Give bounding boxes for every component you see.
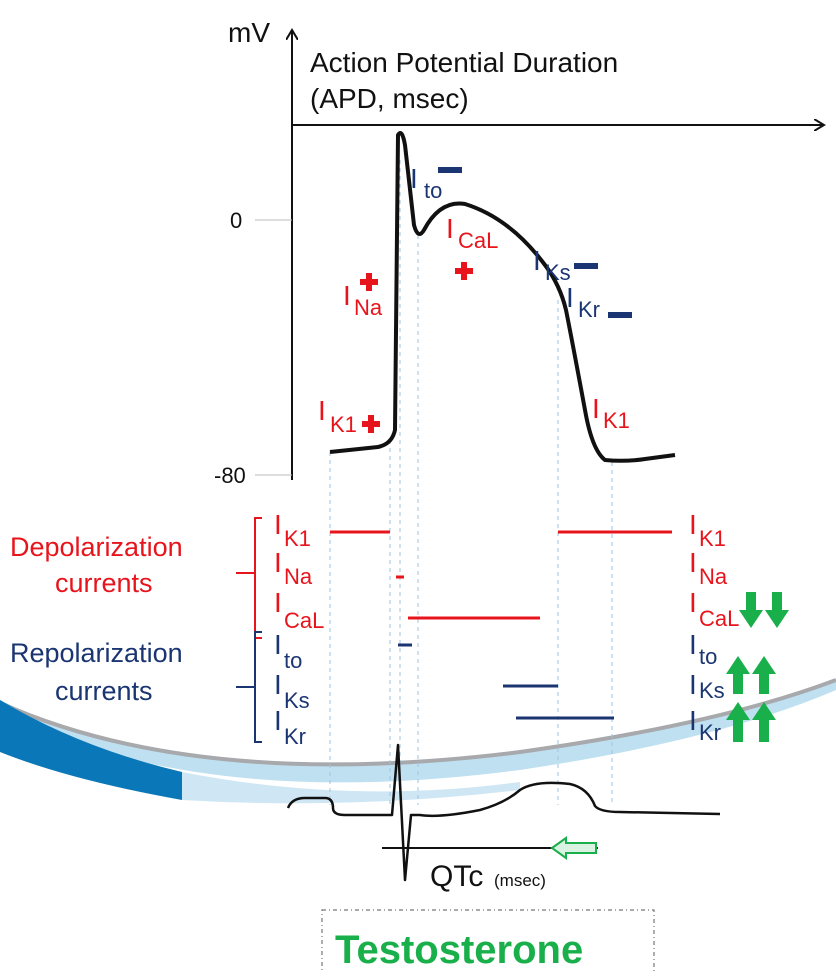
label-ik1-left: I K1	[318, 395, 380, 437]
green-up-arrow-icon	[752, 702, 776, 742]
svg-text:I: I	[274, 509, 282, 540]
depolarization-label-line1: Depolarization	[10, 532, 183, 562]
minus-icon	[574, 263, 598, 269]
hormone-box-border	[321, 909, 655, 977]
plus-icon	[360, 273, 378, 291]
phase-guides	[329, 160, 613, 805]
svg-text:I: I	[274, 669, 282, 700]
hormone-name: Testosterone	[335, 928, 583, 972]
tick-zero-label: 0	[230, 208, 242, 233]
svg-text:I: I	[689, 547, 697, 578]
label-ito: I to	[410, 163, 462, 203]
green-left-arrow-icon	[550, 836, 597, 860]
svg-text:I: I	[343, 280, 351, 311]
label-ik1-right: I K1	[592, 393, 630, 433]
svg-text:I: I	[274, 629, 282, 660]
minus-icon	[438, 167, 462, 173]
repolarization-label-line2: currents	[55, 676, 153, 706]
x-axis-title-line2: (APD, msec)	[310, 83, 469, 114]
band-light-segment	[182, 772, 520, 804]
svg-text:I: I	[533, 245, 541, 276]
svg-text:K1: K1	[284, 526, 311, 551]
svg-text:Na: Na	[354, 295, 383, 320]
svg-text:I: I	[410, 163, 418, 194]
green-down-arrow-icon	[765, 592, 789, 628]
y-axis-unit: mV	[228, 17, 270, 48]
plus-icon	[455, 262, 473, 280]
svg-text:K1: K1	[330, 412, 357, 437]
svg-text:Na: Na	[699, 564, 728, 589]
iks-increase-arrows	[726, 656, 776, 694]
label-ical: I CaL	[446, 213, 498, 280]
svg-text:Kr: Kr	[699, 720, 721, 745]
plus-icon	[362, 415, 380, 433]
svg-text:I: I	[274, 547, 282, 578]
axes: mV Action Potential Duration (APD, msec)…	[214, 17, 824, 488]
svg-text:I: I	[689, 587, 697, 618]
ical-decrease-arrows	[739, 592, 789, 628]
current-activity-bars	[330, 530, 672, 720]
green-up-arrow-icon	[726, 656, 750, 694]
svg-text:to: to	[699, 644, 717, 669]
svg-text:Ks: Ks	[545, 260, 571, 285]
svg-text:I: I	[592, 393, 600, 424]
svg-text:I: I	[689, 705, 697, 736]
svg-text:I: I	[318, 395, 326, 426]
svg-text:I: I	[566, 282, 574, 313]
band-dark-segment	[0, 700, 182, 800]
depolarization-label-line2: currents	[55, 568, 153, 598]
svg-text:to: to	[284, 648, 302, 673]
label-iks: I Ks	[533, 245, 598, 285]
svg-text:CaL: CaL	[458, 228, 498, 253]
depolarization-group: Depolarization currents	[10, 517, 262, 639]
svg-text:I: I	[274, 705, 282, 736]
svg-text:I: I	[446, 213, 454, 244]
svg-text:I: I	[689, 629, 697, 660]
svg-text:Na: Na	[284, 564, 313, 589]
svg-text:Kr: Kr	[578, 297, 600, 322]
svg-text:K1: K1	[603, 408, 630, 433]
svg-text:I: I	[689, 509, 697, 540]
svg-text:CaL: CaL	[699, 606, 739, 631]
label-ikr: I Kr	[566, 282, 632, 322]
depolarization-bracket	[254, 517, 262, 639]
minus-icon	[608, 312, 632, 318]
svg-text:Kr: Kr	[284, 724, 306, 749]
repolarization-group: Repolarization currents	[10, 631, 262, 743]
repolarization-label-line1: Repolarization	[10, 638, 183, 668]
green-down-arrow-icon	[739, 592, 763, 628]
qtc-indicator: QTc (msec)	[382, 836, 598, 893]
ikr-increase-arrows	[726, 702, 776, 742]
green-up-arrow-icon	[752, 656, 776, 694]
qtc-label: QTc	[430, 860, 483, 893]
hormone-box: Testosterone	[321, 909, 655, 977]
svg-text:Ks: Ks	[699, 678, 725, 703]
action-potential-curve	[329, 131, 676, 463]
qtc-unit: (msec)	[494, 871, 546, 890]
repolarization-bracket	[254, 631, 262, 743]
svg-text:CaL: CaL	[284, 608, 324, 633]
svg-text:to: to	[424, 178, 442, 203]
ecg-trace	[286, 743, 721, 882]
svg-text:Ks: Ks	[284, 688, 310, 713]
svg-text:I: I	[689, 669, 697, 700]
tick-minus80-label: -80	[214, 463, 246, 488]
svg-text:I: I	[274, 587, 282, 618]
label-ina: I Na	[343, 273, 383, 320]
green-up-arrow-icon	[726, 702, 750, 742]
svg-text:K1: K1	[699, 526, 726, 551]
x-axis-title-line1: Action Potential Duration	[310, 47, 618, 78]
